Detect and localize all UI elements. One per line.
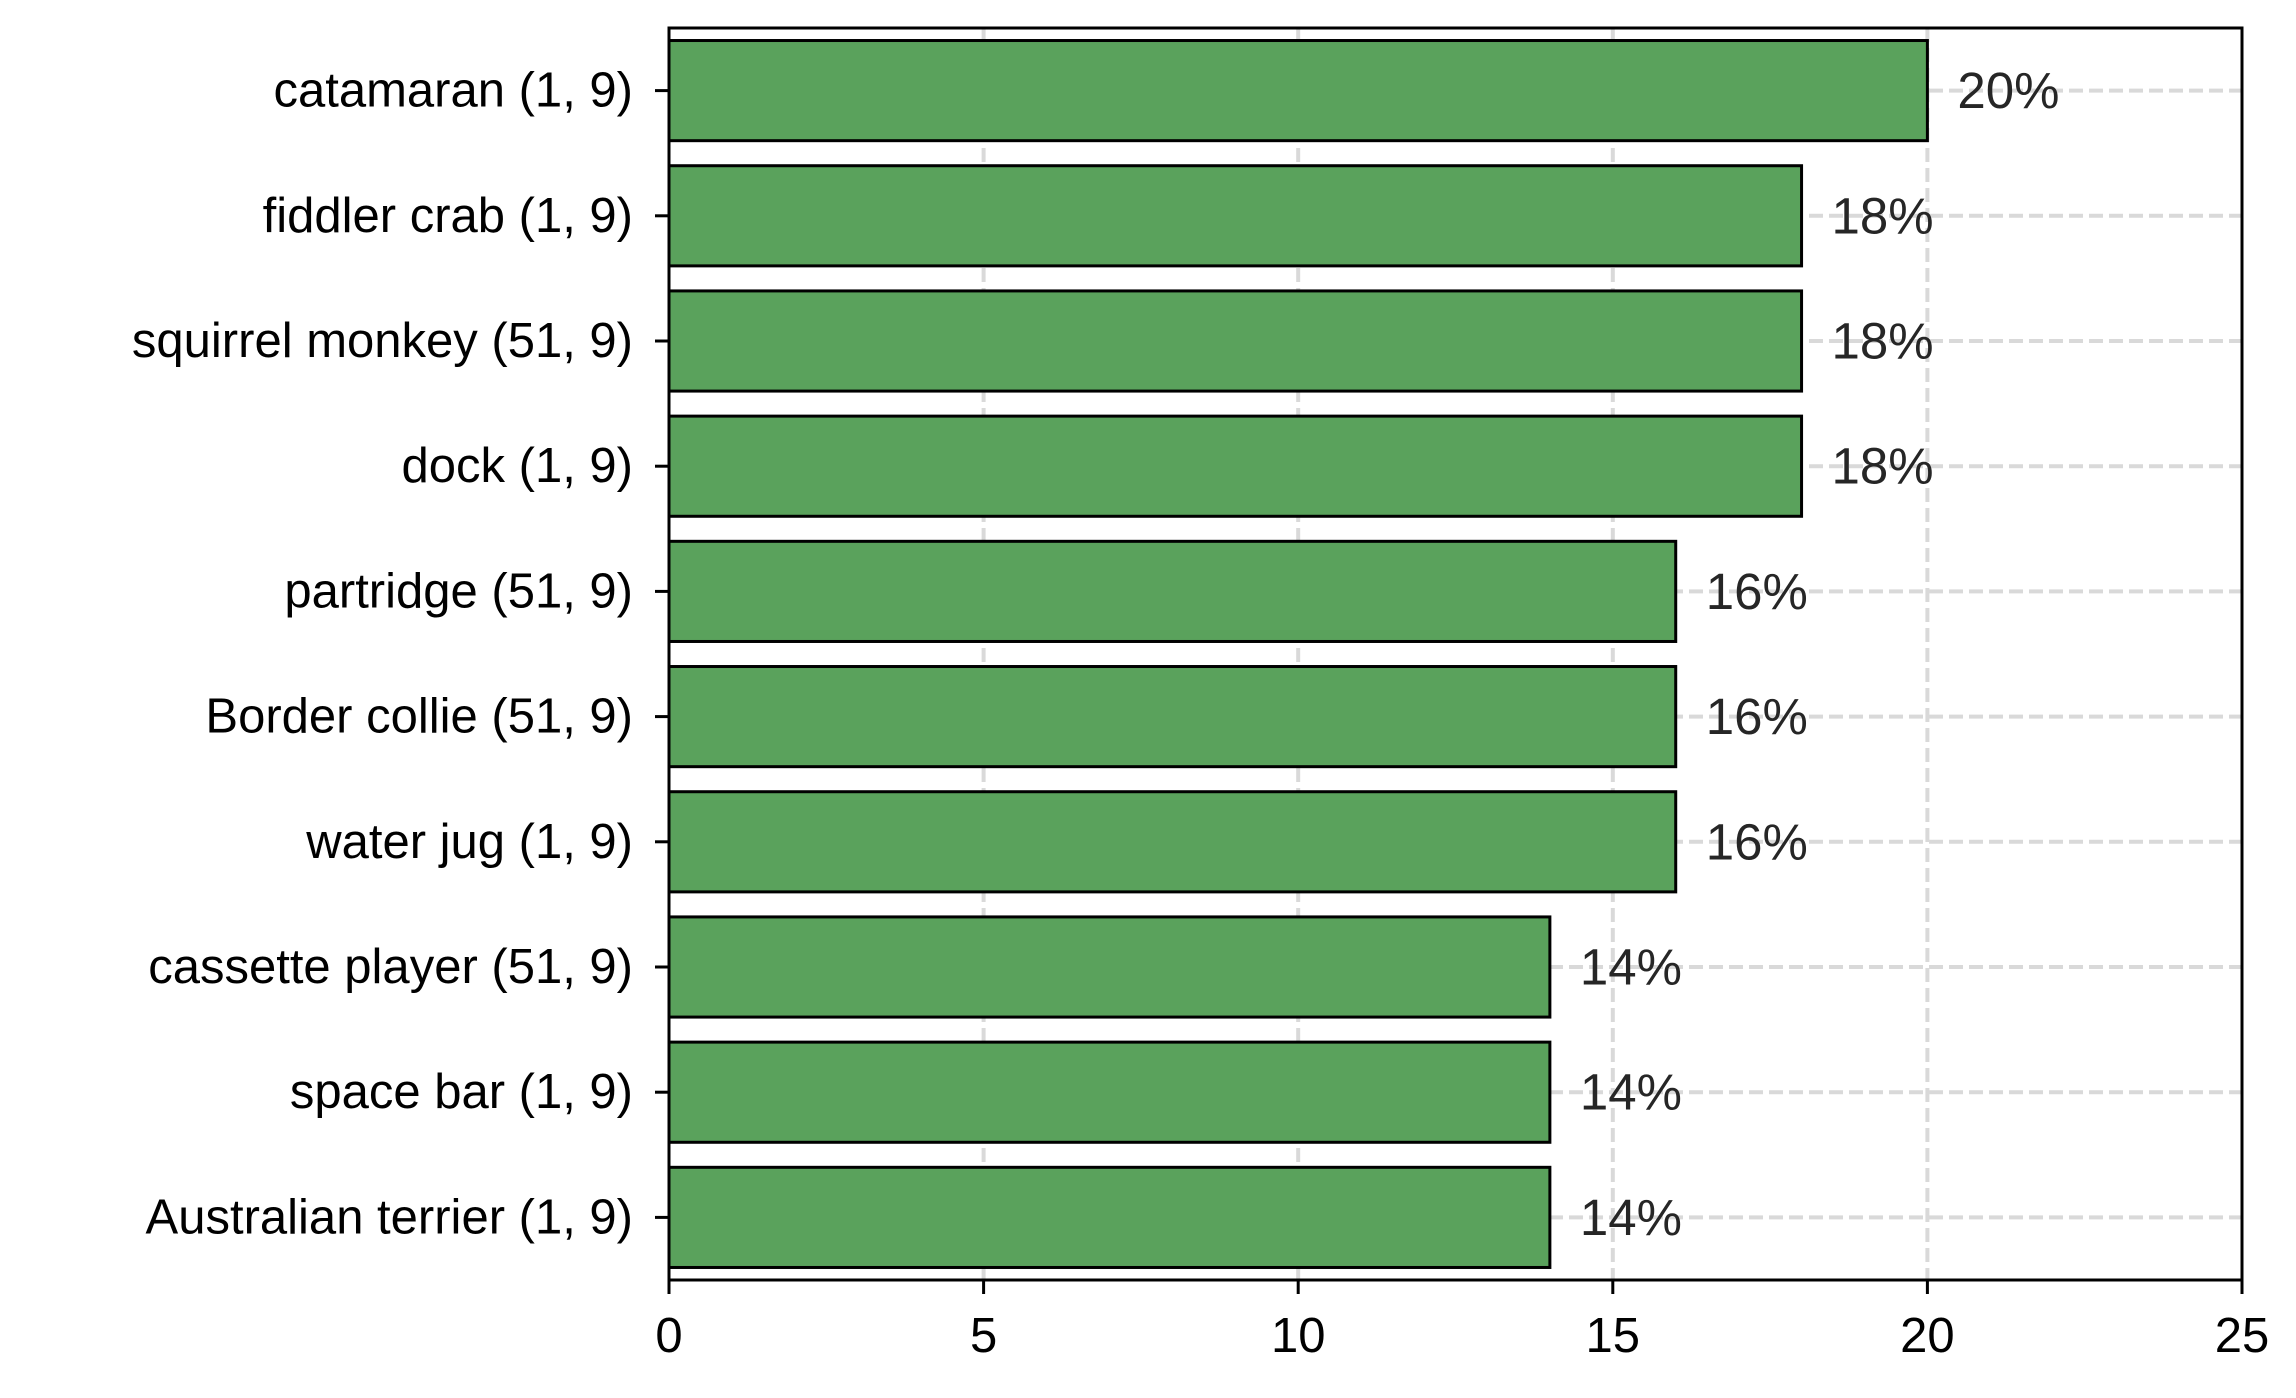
y-tick-label-9: Australian terrier (1, 9) <box>146 1190 633 1244</box>
y-tick-label-6: water jug (1, 9) <box>305 815 633 869</box>
x-tick-label-0: 0 <box>655 1309 682 1363</box>
bars <box>667 39 1929 1269</box>
bar-5 <box>667 665 1678 769</box>
bar-3 <box>667 414 1804 518</box>
plot-frame <box>667 26 2244 1282</box>
bar-0 <box>667 39 1929 143</box>
x-axis-ticks: 0 5 10 15 20 25 <box>655 1280 2269 1363</box>
data-label-7: 14% <box>1580 939 1682 996</box>
y-axis-ticks: catamaran (1, 9) fiddler crab (1, 9) squir… <box>132 64 669 1244</box>
y-tick-label-1: fiddler crab (1, 9) <box>263 189 633 243</box>
data-label-4: 16% <box>1706 563 1808 620</box>
x-tick-label-5: 25 <box>2215 1309 2270 1363</box>
data-label-9: 14% <box>1580 1189 1682 1246</box>
bar-7 <box>667 915 1552 1019</box>
x-tick-label-1: 5 <box>970 1309 997 1363</box>
data-label-8: 14% <box>1580 1064 1682 1121</box>
y-tick-label-3: dock (1, 9) <box>402 439 633 493</box>
bar-6 <box>667 790 1678 894</box>
y-tick-label-0: catamaran (1, 9) <box>274 64 634 118</box>
data-label-3: 18% <box>1832 438 1934 495</box>
y-tick-label-5: Border collie (51, 9) <box>205 690 633 744</box>
x-tick-label-4: 20 <box>1900 1309 1955 1363</box>
y-tick-label-7: cassette player (51, 9) <box>148 940 633 994</box>
x-tick-label-3: 15 <box>1586 1309 1641 1363</box>
y-tick-label-8: space bar (1, 9) <box>290 1065 633 1119</box>
bar-1 <box>667 164 1804 268</box>
data-label-6: 16% <box>1706 813 1808 870</box>
bar-9 <box>667 1165 1552 1269</box>
data-label-1: 18% <box>1832 187 1934 244</box>
bar-4 <box>667 539 1678 643</box>
bar-8 <box>667 1040 1552 1144</box>
data-labels: 20% 18% 18% 18% 16% 16% 16% 14% 14% 14% <box>1580 62 2060 1246</box>
y-tick-label-2: squirrel monkey (51, 9) <box>132 314 633 368</box>
y-tick-label-4: partridge (51, 9) <box>284 564 633 618</box>
data-label-5: 16% <box>1706 688 1808 745</box>
x-tick-label-2: 10 <box>1271 1309 1326 1363</box>
bar-2 <box>667 289 1804 393</box>
plot-border <box>667 26 2244 1282</box>
data-label-0: 20% <box>1957 62 2059 119</box>
data-label-2: 18% <box>1832 313 1934 370</box>
